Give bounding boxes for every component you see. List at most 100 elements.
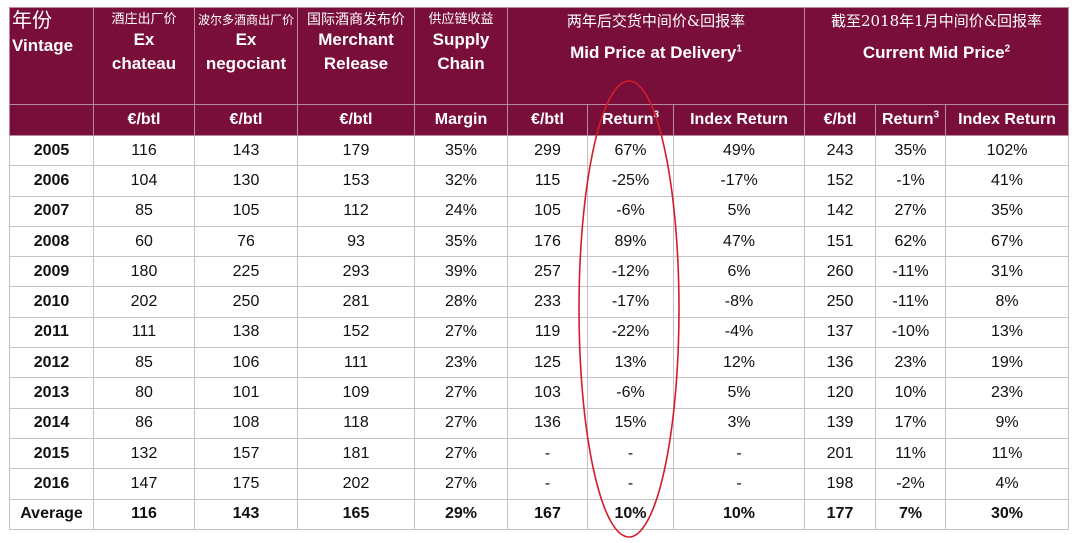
cell-vintage: 2012: [9, 347, 94, 379]
cell-delivery-index-return: 47%: [672, 225, 806, 258]
cell-supply-margin: 27%: [414, 468, 508, 500]
cell-delivery-index-return: 49%: [672, 134, 806, 167]
cell-current-index-return: 13%: [945, 316, 1070, 349]
cell-current-price: 243: [804, 134, 877, 167]
supply-cn-label: 供应链收益: [428, 12, 494, 27]
table-row: 2008 60 76 93 35% 176 89% 47% 151 62% 67%: [9, 225, 1070, 258]
cell-current-return: 10%: [875, 377, 947, 409]
cell-current-return: 17%: [875, 407, 947, 439]
cell-current-return: 35%: [875, 134, 947, 167]
cell-vintage: 2015: [9, 437, 94, 470]
cell-vintage: 2007: [9, 195, 94, 227]
cell-vintage: 2010: [9, 286, 94, 318]
cell-delivery-price: -: [507, 468, 588, 500]
cell-delivery-price: 176: [507, 225, 588, 258]
cell-merchant-release: 281: [297, 286, 415, 318]
cell-delivery-index-return: -: [672, 437, 806, 470]
cell-ex-negociant: 175: [194, 468, 298, 500]
cell-current-return: -11%: [875, 286, 947, 318]
cell-ex-negociant: 143: [194, 134, 298, 167]
cell-current-index-return: 102%: [945, 134, 1070, 167]
average-cell-delivery-price: 167: [507, 498, 588, 530]
cell-current-index-return: 8%: [945, 286, 1070, 318]
average-cell-merchant-release: 165: [297, 498, 415, 530]
cell-delivery-return: 15%: [587, 407, 674, 439]
average-cell-current-price: 177: [804, 498, 877, 530]
cell-supply-margin: 24%: [414, 195, 508, 227]
header-supply-chain: 供应链收益 Supply Chain: [414, 7, 508, 105]
cell-delivery-return: -6%: [587, 195, 674, 227]
ex-chateau-en-line2: chateau: [111, 54, 177, 73]
cell-ex-chateau: 60: [93, 225, 195, 258]
cell-delivery-index-return: -4%: [672, 316, 806, 349]
cell-vintage: 2011: [9, 316, 94, 349]
supply-en-line2: Chain: [437, 54, 485, 73]
cell-vintage: 2006: [9, 165, 94, 197]
cell-current-return: -11%: [875, 256, 947, 288]
cell-current-return: -1%: [875, 165, 947, 197]
cell-delivery-return: -12%: [587, 256, 674, 288]
cell-delivery-price: 119: [507, 316, 588, 349]
cell-delivery-price: 299: [507, 134, 588, 167]
cell-current-price: 120: [804, 377, 877, 409]
ex-negociant-cn-label: 波尔多酒商出厂价: [197, 13, 294, 27]
cell-ex-negociant: 225: [194, 256, 298, 288]
cell-merchant-release: 118: [297, 407, 415, 439]
cell-ex-chateau: 85: [93, 347, 195, 379]
cell-current-price: 137: [804, 316, 877, 349]
table-row: 2014 86 108 118 27% 136 15% 3% 139 17% 9%: [9, 407, 1070, 439]
delivery-en-label: Mid Price at Delivery1: [570, 43, 742, 62]
table-row: 2011 111 138 152 27% 119 -22% -4% 137 -10% 13%: [9, 316, 1070, 349]
cell-ex-negociant: 108: [194, 407, 298, 439]
current-footnote-mark: 2: [1004, 43, 1011, 55]
cell-current-price: 142: [804, 195, 877, 227]
table-row: 2016 147 175 202 27% - - -198 -2% 4%: [9, 468, 1070, 500]
cell-merchant-release: 202: [297, 468, 415, 500]
header-ex-chateau: 酒庄出厂价 Ex chateau: [93, 7, 195, 105]
cell-merchant-release: 293: [297, 256, 415, 288]
cell-supply-margin: 27%: [414, 437, 508, 470]
cell-delivery-index-return: 5%: [672, 195, 806, 227]
average-cell-ex-chateau: 116: [93, 498, 195, 530]
current-cn-label: 截至2018年1月中间价&回报率: [830, 12, 1043, 30]
cell-merchant-release: 111: [297, 347, 415, 379]
subheader-current-return: Return3: [875, 104, 947, 136]
cell-supply-margin: 27%: [414, 407, 508, 439]
average-cell-supply-margin: 29%: [414, 498, 508, 530]
cell-supply-margin: 39%: [414, 256, 508, 288]
cell-current-price: 151: [804, 225, 877, 258]
cell-current-price: 260: [804, 256, 877, 288]
subheader-current-price-unit: €/btl: [804, 104, 877, 136]
table-row: 2013 80 101 109 27% 103 -6% 5% 120 10% 23%: [9, 377, 1070, 409]
cell-current-index-return: 9%: [945, 407, 1070, 439]
cell-ex-negociant: 106: [194, 347, 298, 379]
cell-ex-chateau: 180: [93, 256, 195, 288]
cell-current-index-return: 23%: [945, 377, 1070, 409]
cell-ex-chateau: 132: [93, 437, 195, 470]
table-row: 2005 116 143 179 35% 299 67% 49% 243 35% 102%: [9, 134, 1070, 167]
cell-current-return: -10%: [875, 316, 947, 349]
cell-current-return: -2%: [875, 468, 947, 500]
cell-delivery-return: -: [587, 468, 674, 500]
current-en-label: Current Mid Price2: [862, 43, 1011, 62]
cell-ex-negociant: 76: [194, 225, 298, 258]
ex-negociant-en-line1: Ex: [235, 30, 257, 49]
cell-ex-negociant: 157: [194, 437, 298, 470]
merchant-en-line2: Release: [323, 54, 389, 73]
cell-supply-margin: 23%: [414, 347, 508, 379]
merchant-cn-label: 国际酒商发布价: [307, 12, 405, 28]
subheader-empty: [9, 104, 94, 136]
cell-current-return: 27%: [875, 195, 947, 227]
table-row: 2010 202 250 281 28% 233 -17% -8% 250 -11% 8%: [9, 286, 1070, 318]
table-body: 2005 116 143 179 35% 299 67% 49% 243 35% 102% 2006 1…: [9, 134, 1070, 530]
ex-chateau-en-line1: Ex: [133, 30, 155, 49]
cell-current-index-return: 11%: [945, 437, 1070, 470]
cell-current-price: 139: [804, 407, 877, 439]
ex-negociant-en-line2: negociant: [205, 54, 287, 73]
cell-ex-chateau: 104: [93, 165, 195, 197]
average-row: Average 116 143 165 29% 167 10% 10% 177 7% 30%: [9, 498, 1070, 530]
cell-delivery-return: -6%: [587, 377, 674, 409]
cell-delivery-price: 257: [507, 256, 588, 288]
cell-ex-chateau: 85: [93, 195, 195, 227]
average-cell-vintage: Average: [9, 498, 94, 530]
